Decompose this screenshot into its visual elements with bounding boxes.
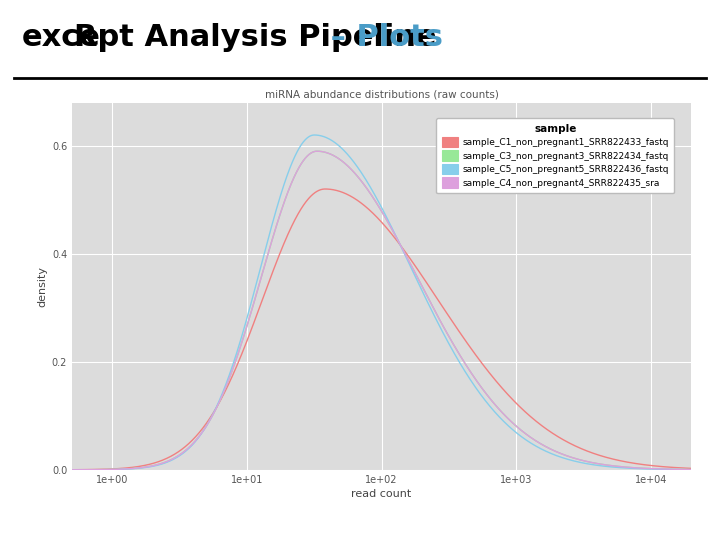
Title: miRNA abundance distributions (raw counts): miRNA abundance distributions (raw count…: [265, 89, 498, 99]
sample_C3_non_pregnant3_SRR822434_fastq: [687, 466, 696, 472]
Legend: sample_C1_non_pregnant1_SRR822433_fastq, sample_C3_non_pregnant3_SRR822434_fastq: sample_C1_non_pregnant1_SRR822433_fastq,…: [436, 118, 675, 193]
sample_C4_non_pregnant4_SRR822435_sra: [305, 151, 314, 157]
sample_C5_non_pregnant5_SRR822436_fastq: [138, 464, 147, 471]
sample_C1_non_pregnant1_SRR822433_fastq: [675, 464, 683, 471]
sample_C3_non_pregnant3_SRR822434_fastq: [138, 464, 147, 471]
Line: sample_C5_non_pregnant5_SRR822436_fastq: sample_C5_non_pregnant5_SRR822436_fastq: [72, 135, 691, 470]
sample_C1_non_pregnant1_SRR822433_fastq: [321, 186, 330, 192]
sample_C4_non_pregnant4_SRR822435_sra: [312, 148, 321, 154]
sample_C3_non_pregnant3_SRR822434_fastq: [608, 463, 617, 469]
sample_C5_non_pregnant5_SRR822436_fastq: [608, 464, 617, 470]
Text: Rpt Analysis Pipeline: Rpt Analysis Pipeline: [74, 23, 437, 52]
sample_C3_non_pregnant3_SRR822434_fastq: [332, 154, 341, 160]
sample_C5_non_pregnant5_SRR822436_fastq: [175, 453, 184, 459]
sample_C5_non_pregnant5_SRR822436_fastq: [332, 140, 341, 147]
sample_C5_non_pregnant5_SRR822436_fastq: [68, 467, 76, 473]
X-axis label: read count: read count: [351, 489, 412, 499]
Text: exce: exce: [22, 23, 101, 52]
Text: – Plots: – Plots: [320, 23, 444, 52]
Line: sample_C1_non_pregnant1_SRR822433_fastq: sample_C1_non_pregnant1_SRR822433_fastq: [72, 189, 691, 470]
sample_C1_non_pregnant1_SRR822433_fastq: [138, 463, 147, 469]
sample_C3_non_pregnant3_SRR822434_fastq: [68, 467, 76, 473]
sample_C1_non_pregnant1_SRR822433_fastq: [687, 465, 696, 471]
sample_C3_non_pregnant3_SRR822434_fastq: [312, 148, 321, 154]
sample_C5_non_pregnant5_SRR822436_fastq: [675, 467, 683, 473]
sample_C5_non_pregnant5_SRR822436_fastq: [687, 467, 696, 473]
sample_C4_non_pregnant4_SRR822435_sra: [675, 466, 683, 472]
sample_C4_non_pregnant4_SRR822435_sra: [608, 463, 617, 469]
sample_C1_non_pregnant1_SRR822433_fastq: [175, 448, 184, 454]
Y-axis label: density: density: [37, 266, 48, 307]
sample_C1_non_pregnant1_SRR822433_fastq: [608, 456, 617, 462]
sample_C3_non_pregnant3_SRR822434_fastq: [305, 151, 314, 157]
Line: sample_C4_non_pregnant4_SRR822435_sra: sample_C4_non_pregnant4_SRR822435_sra: [72, 151, 691, 470]
sample_C1_non_pregnant1_SRR822433_fastq: [305, 194, 314, 201]
Line: sample_C3_non_pregnant3_SRR822434_fastq: sample_C3_non_pregnant3_SRR822434_fastq: [72, 151, 691, 470]
sample_C4_non_pregnant4_SRR822435_sra: [138, 464, 147, 471]
sample_C5_non_pregnant5_SRR822436_fastq: [305, 133, 314, 140]
sample_C3_non_pregnant3_SRR822434_fastq: [675, 466, 683, 472]
sample_C4_non_pregnant4_SRR822435_sra: [175, 452, 184, 458]
sample_C3_non_pregnant3_SRR822434_fastq: [175, 452, 184, 458]
sample_C4_non_pregnant4_SRR822435_sra: [332, 154, 341, 160]
sample_C4_non_pregnant4_SRR822435_sra: [68, 467, 76, 473]
sample_C4_non_pregnant4_SRR822435_sra: [687, 466, 696, 472]
sample_C1_non_pregnant1_SRR822433_fastq: [332, 187, 341, 194]
sample_C5_non_pregnant5_SRR822436_fastq: [310, 132, 319, 138]
sample_C1_non_pregnant1_SRR822433_fastq: [68, 467, 76, 473]
